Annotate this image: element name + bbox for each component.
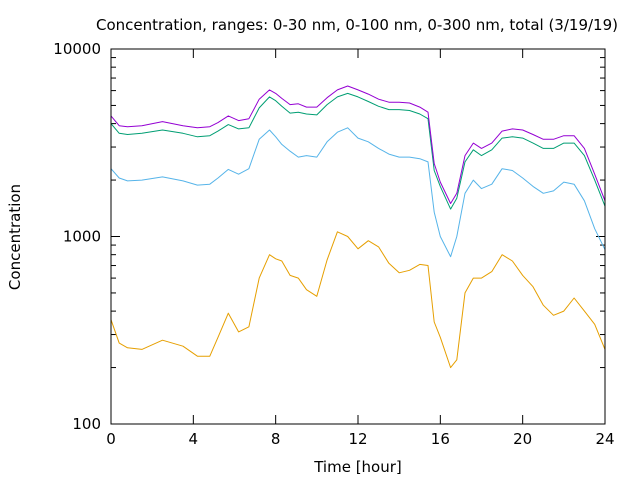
- x-tick-label: 12: [348, 430, 367, 448]
- y-tick-label: 100: [72, 415, 101, 433]
- x-axis-label: Time [hour]: [313, 458, 402, 476]
- series-layer: [110, 85, 606, 369]
- plot-frame: [110, 48, 606, 425]
- x-tick-label: 0: [106, 430, 116, 448]
- chart-title: Concentration, ranges: 0-30 nm, 0-100 nm…: [96, 16, 618, 34]
- x-tick-label: 24: [595, 430, 614, 448]
- y-axis-label: Concentration: [6, 184, 24, 290]
- series-line-3: [110, 92, 606, 210]
- series-line-1: [110, 231, 606, 369]
- x-tick-label: 4: [189, 430, 199, 448]
- x-tick-label: 16: [431, 430, 450, 448]
- y-tick-label: 1000: [63, 228, 101, 246]
- x-tick-label: 20: [513, 430, 532, 448]
- series-line-4: [110, 85, 606, 204]
- x-tick-label: 8: [271, 430, 281, 448]
- series-line-2: [110, 127, 606, 258]
- y-tick-label: 10000: [53, 40, 101, 58]
